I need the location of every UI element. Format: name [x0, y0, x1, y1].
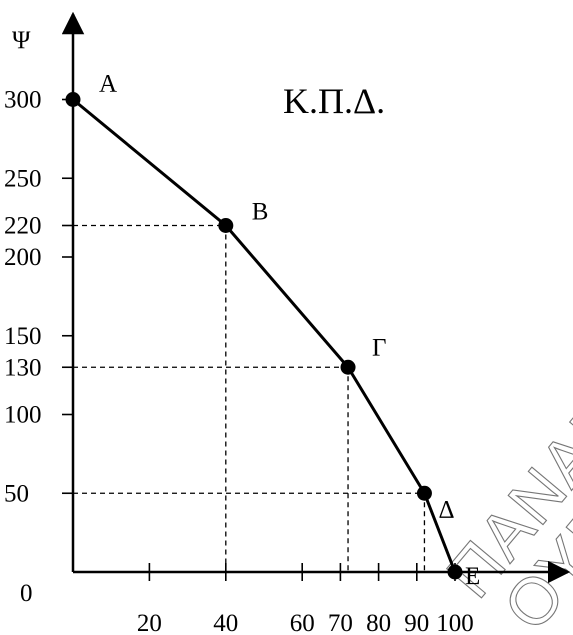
chart-title: Κ.Π.Δ.: [283, 81, 385, 121]
y-tick-label: 250: [4, 165, 42, 192]
ppf-line: [72, 98, 457, 573]
y-tick-label: 200: [4, 244, 42, 271]
x-tick-label: 90: [404, 610, 429, 635]
point-label: Β: [252, 199, 269, 226]
y-ticks: 50 100 130 150 200 220 250 300: [4, 87, 73, 507]
y-tick-label: 130: [4, 354, 42, 381]
y-tick-label: 100: [4, 402, 42, 429]
x-ticks: 20 40 60 70 80 90 100: [137, 563, 474, 635]
point-label: Ε: [465, 563, 480, 590]
x-tick-label: 70: [328, 610, 353, 635]
point-label: Γ: [372, 334, 386, 361]
y-tick-label: 300: [4, 87, 42, 114]
point-label: Α: [99, 71, 117, 98]
y-tick-label: 220: [4, 213, 42, 240]
y-tick-label: 150: [4, 323, 42, 350]
ppf-series: Α Β Γ Δ Ε: [65, 71, 480, 590]
y-axis-title: Ψ: [12, 27, 31, 54]
data-point: [340, 359, 356, 375]
data-point: [218, 218, 234, 233]
data-point: [65, 92, 81, 107]
data-point: [447, 564, 463, 580]
dashed-guides: [73, 224, 426, 572]
x-tick-label: 80: [366, 610, 391, 635]
y-tick-label: 50: [4, 480, 29, 507]
x-tick-label: 60: [290, 610, 315, 635]
origin-label: 0: [20, 580, 33, 607]
data-point: [416, 485, 432, 501]
x-tick-label: 20: [137, 610, 162, 635]
x-tick-label: 40: [213, 610, 238, 635]
x-tick-label: 100: [436, 610, 474, 635]
point-label: Δ: [438, 496, 454, 523]
